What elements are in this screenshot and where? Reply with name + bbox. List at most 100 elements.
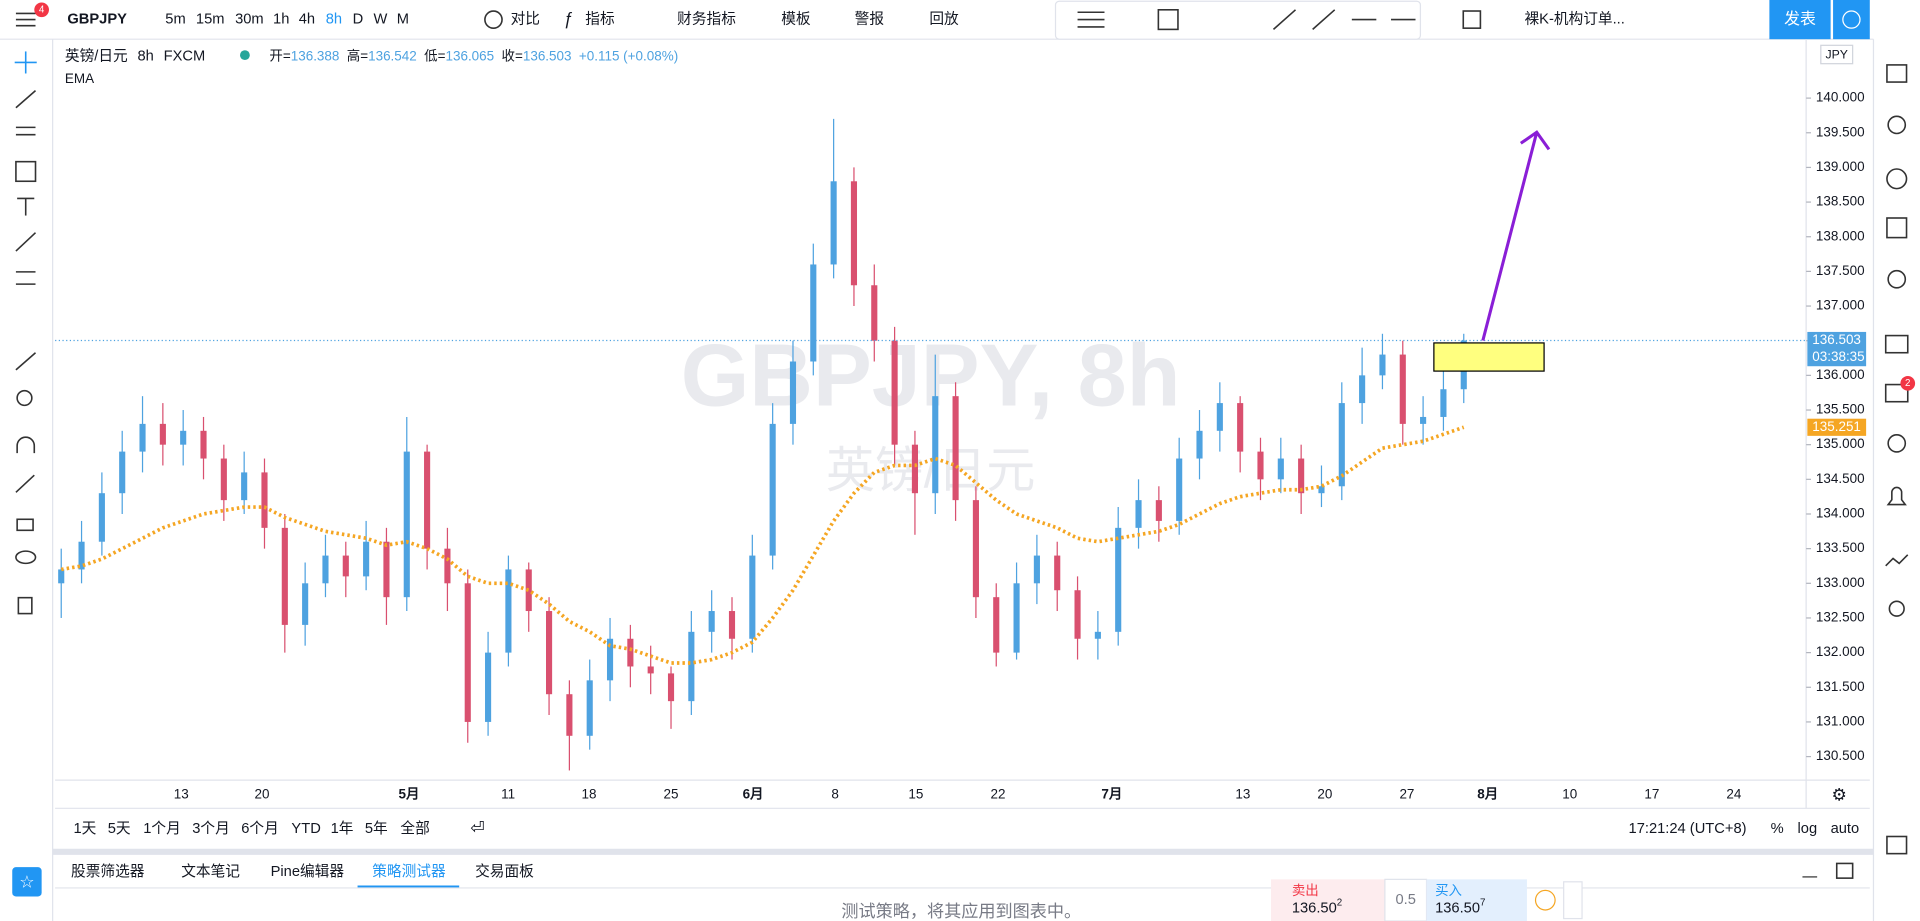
watermark-sub: 英镑/日元 <box>826 444 1035 498</box>
y-tick-label: 139.000 <box>1816 159 1865 174</box>
range-button[interactable]: 3个月 <box>192 820 230 837</box>
toggle[interactable] <box>1462 10 1482 29</box>
publish-button[interactable] <box>1769 0 1831 40</box>
candle-body <box>98 493 105 542</box>
y-tick-label: 130.500 <box>1816 748 1865 763</box>
y-tick-label: 132.000 <box>1816 644 1865 659</box>
ohlc-value: 136.065 <box>445 48 494 63</box>
candle-body <box>871 285 878 341</box>
range-button[interactable]: 5天 <box>108 821 131 837</box>
indicators[interactable]: 指标 <box>585 10 615 27</box>
menu-button[interactable] <box>15 12 36 27</box>
drawing-toolbar <box>1054 0 1422 40</box>
compare[interactable]: 对比 <box>511 10 540 27</box>
y-tick-label: 136.000 <box>1816 367 1865 382</box>
y-tick-label: 137.500 <box>1816 263 1865 278</box>
ema-price-label: 135.251 <box>1812 419 1861 434</box>
right-tools[interactable] <box>1884 64 1909 855</box>
play-button[interactable] <box>1833 0 1870 40</box>
layout-name[interactable]: 裸K-机构订单... <box>1524 10 1624 27</box>
countdown: 03:38:35 <box>1812 349 1864 364</box>
candle-body <box>1115 527 1122 632</box>
range-button[interactable]: YTD <box>291 821 320 837</box>
candle-body <box>241 472 248 501</box>
date-goto-icon[interactable]: ⏎ <box>470 818 484 838</box>
candle-body <box>1074 590 1081 639</box>
interval[interactable]: 4h <box>299 11 315 27</box>
candle-body <box>932 396 939 494</box>
interval[interactable]: 5m <box>165 11 185 27</box>
tab[interactable]: 股票筛选器 <box>71 863 145 880</box>
range-button[interactable]: 1天 <box>73 821 96 837</box>
y-tick-label: 138.000 <box>1816 228 1865 243</box>
candle-body <box>810 264 817 362</box>
candle-body <box>464 583 471 722</box>
candle-body <box>322 555 329 584</box>
range-button[interactable]: 1个月 <box>143 820 181 837</box>
info-icon[interactable] <box>1534 889 1556 911</box>
candle-body <box>78 541 85 570</box>
x-tick-label: 17 <box>1644 786 1659 801</box>
interval[interactable]: 1h <box>273 11 289 27</box>
interval[interactable]: D <box>353 11 364 27</box>
sell-price-sup: 2 <box>1337 897 1342 908</box>
candle-body <box>688 631 695 702</box>
candle-body <box>444 548 451 584</box>
sell-button[interactable] <box>1271 879 1385 921</box>
drawing-tools[interactable] <box>1077 9 1416 31</box>
tab[interactable]: 交易面板 <box>475 862 534 880</box>
candle-body <box>525 569 532 612</box>
ema-line <box>60 425 1465 665</box>
range-button[interactable]: 1年 <box>331 820 354 837</box>
percent-toggle[interactable]: % <box>1771 821 1784 837</box>
auto-toggle[interactable]: auto <box>1831 821 1860 837</box>
candle-body <box>1359 375 1366 404</box>
sell-price-main: 136.50 <box>1292 901 1337 917</box>
range-button[interactable]: 6个月 <box>241 820 279 837</box>
templates[interactable]: 模板 <box>781 9 811 27</box>
qty-stepper[interactable] <box>1563 881 1583 920</box>
legend-name: 英镑/日元 <box>65 46 128 64</box>
y-tick-label: 135.000 <box>1816 436 1865 451</box>
interval[interactable]: 15m <box>196 11 225 27</box>
candle-body <box>830 181 837 265</box>
left-tools[interactable] <box>14 51 37 615</box>
candle-body <box>1338 403 1345 487</box>
drawn-arrow[interactable] <box>1481 130 1551 341</box>
y-tick-label: 139.500 <box>1816 124 1865 139</box>
settings-icon[interactable]: ⚙ <box>1832 785 1847 805</box>
interval[interactable]: 8h <box>326 11 342 27</box>
buy-button[interactable] <box>1426 879 1527 921</box>
candle-body <box>911 444 918 494</box>
replay[interactable]: 回放 <box>929 10 959 27</box>
candle-body <box>505 569 512 653</box>
range-button[interactable]: 5年 <box>365 820 388 837</box>
x-tick-label: 22 <box>990 786 1005 801</box>
candle-body <box>891 340 898 445</box>
tab[interactable]: 文本笔记 <box>181 863 240 880</box>
candle-body <box>586 680 593 736</box>
tab[interactable]: 策略测试器 <box>372 863 446 880</box>
status-dot <box>240 50 250 61</box>
candle-body <box>1440 389 1447 417</box>
star-button[interactable] <box>12 867 42 897</box>
symbol[interactable]: GBPJPY <box>67 11 127 27</box>
ohlc-change: +0.115 (+0.08%) <box>579 48 678 63</box>
range-button[interactable]: 全部 <box>400 819 429 837</box>
interval[interactable]: W <box>373 11 387 27</box>
x-tick-label: 15 <box>908 786 923 801</box>
y-tick-label: 138.500 <box>1816 194 1865 209</box>
log-toggle[interactable]: log <box>1798 821 1818 837</box>
drawn-rectangle[interactable] <box>1433 342 1545 372</box>
candle-body <box>1135 500 1142 528</box>
interval[interactable]: M <box>397 11 409 27</box>
buy-label: 买入 <box>1435 883 1462 898</box>
y-tick-label: 133.500 <box>1816 540 1865 555</box>
financials[interactable]: 财务指标 <box>677 10 736 27</box>
maximize[interactable] <box>1835 862 1854 879</box>
alerts[interactable]: 警报 <box>855 10 885 27</box>
x-tick-label: 10 <box>1562 786 1577 801</box>
tab[interactable]: Pine编辑器 <box>271 863 345 880</box>
candle-body <box>1155 500 1162 521</box>
interval[interactable]: 30m <box>235 11 264 27</box>
